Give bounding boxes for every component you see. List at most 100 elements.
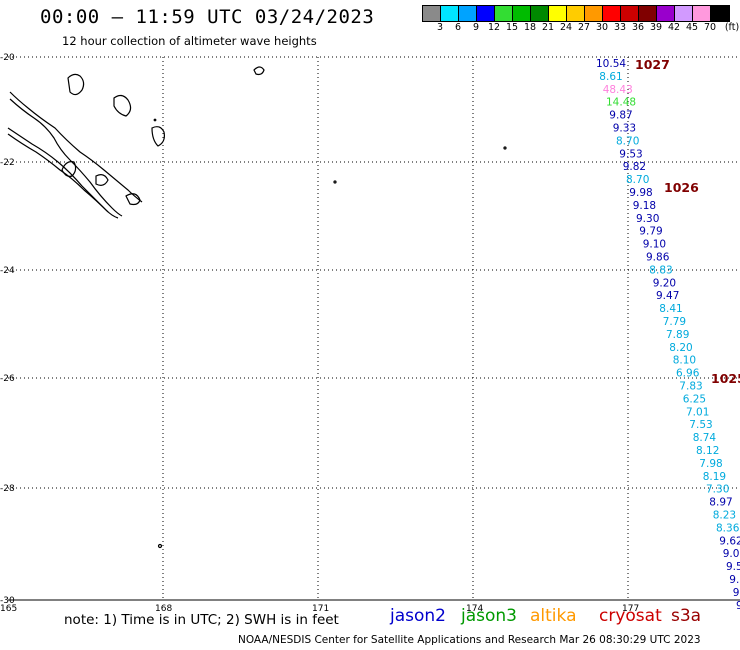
swh-value-label: 8.70 [626,174,649,186]
scale-label: 30 [595,22,609,33]
scale-swatch [423,6,441,21]
swh-value-label: 9.98 [629,187,652,199]
swh-value-label: 9.18 [633,200,656,212]
scale-swatch [477,6,495,21]
scale-swatch [495,6,513,21]
swh-value-label: 8.97 [709,497,732,509]
track-time-label: 1025 [711,371,740,386]
swh-value-label: 6.25 [683,393,706,405]
track-time-labels: 1027 1026 1025 [635,57,740,386]
longitude-label: 168 [155,604,172,614]
scale-label: 36 [631,22,645,33]
scale-swatch [441,6,459,21]
scale-label: 39 [649,22,663,33]
swh-value-label: 9.20 [653,277,676,289]
scale-swatch [513,6,531,21]
scale-swatch [567,6,585,21]
scale-swatch [711,6,729,21]
footer-note: note: 1) Time is in UTC; 2) SWH is in fe… [64,612,339,628]
longitude-label: 177 [622,604,639,614]
swh-value-label: 8.61 [599,71,622,83]
latitude-label: -30 [0,596,15,606]
scale-swatch [459,6,477,21]
scale-swatch [657,6,675,21]
swh-value-label: 8.20 [669,342,692,354]
swh-value-label: 9.08 [723,548,740,560]
latitude-label: -20 [0,53,15,63]
scale-swatch [549,6,567,21]
scale-label: 3 [436,22,444,33]
longitude-label: 165 [0,604,17,614]
swh-value-label: 7.79 [663,316,686,328]
swh-value-label: 9.2 [729,574,740,586]
swh-value-label: 7.89 [666,329,689,341]
latitude-label: -24 [0,266,15,276]
swh-value-label: 9. [736,600,740,612]
satellite-legend-item: jason2 [390,606,446,626]
swh-value-label: 8.10 [673,355,696,367]
scale-label: 15 [505,22,519,33]
map-subtitle: 12 hour collection of altimeter wave hei… [62,34,317,48]
swh-value-label: 9.82 [623,161,646,173]
map-frame [8,56,740,601]
track-time-label: 1026 [664,180,699,195]
map-title: 00:00 – 11:59 UTC 03/24/2023 [40,6,375,28]
swh-value-label: 9.4 [733,587,740,599]
swh-value-label: 6.96 [676,368,700,380]
scale-label: 21 [541,22,555,33]
swh-value-label: 9.86 [646,252,670,264]
swh-value-label: 9.53 [619,148,642,160]
scale-swatch [621,6,639,21]
swh-value-label: 9.87 [609,110,632,122]
swh-value-label: 7.98 [699,458,722,470]
satellite-legend-item: jason3 [461,606,517,626]
swh-value-label: 7.30 [706,484,729,496]
scale-label: 45 [685,22,699,33]
scale-label: 24 [559,22,573,33]
scale-swatch [603,6,621,21]
latitude-label: -22 [0,158,15,168]
scale-label: 6 [454,22,462,33]
swh-value-label: 10.54 [596,58,626,70]
latitude-label: -26 [0,374,15,384]
longitude-labels: 165 168 171 174 177 [0,604,639,614]
swh-value-label: 8.36 [716,522,740,534]
scale-swatch [693,6,711,21]
swh-value-label: 14.48 [606,97,636,109]
scale-label: 27 [577,22,591,33]
scale-label: 18 [523,22,537,33]
latitude-labels: -20 -22 -24 -26 -28 -30 [0,53,15,606]
swh-value-label: 8.74 [693,432,717,444]
swh-value-label: 9.62 [719,535,740,547]
swh-value-label: 7.83 [679,381,702,393]
swh-value-label: 48.43 [603,84,633,96]
scale-label: 33 [613,22,627,33]
swh-value-label: 8.12 [696,445,719,457]
swh-value-label: 9.30 [636,213,659,225]
longitude-label: 174 [466,604,483,614]
scale-swatch [675,6,693,21]
scale-label: 70 [703,22,717,33]
latitude-label: -28 [0,484,15,494]
swh-value-label: 8.23 [713,510,736,522]
swh-value-label: 8.70 [616,135,639,147]
swh-value-label: 9.79 [639,226,662,238]
scale-swatch [639,6,657,21]
swh-track-labels: 10.548.6148.4314.489.879.338.709.539.828… [596,58,740,612]
swh-value-label: 8.19 [703,471,726,483]
scale-swatch [531,6,549,21]
swh-value-label: 9.33 [613,123,636,135]
swh-value-label: 9.5 [726,561,740,573]
swh-value-label: 8.83 [649,264,672,276]
swh-value-label: 9.47 [656,290,679,302]
coastline-new-caledonia [7,66,507,549]
satellite-legend-item: altika [530,606,577,626]
longitude-label: 171 [312,604,329,614]
color-scale-bar [422,5,730,22]
scale-label: (ft) [724,22,740,33]
swh-value-label: 9.10 [643,239,666,251]
credit-line: NOAA/NESDIS Center for Satellite Applica… [238,634,701,646]
swh-value-label: 7.01 [686,406,709,418]
scale-label: 9 [472,22,480,33]
